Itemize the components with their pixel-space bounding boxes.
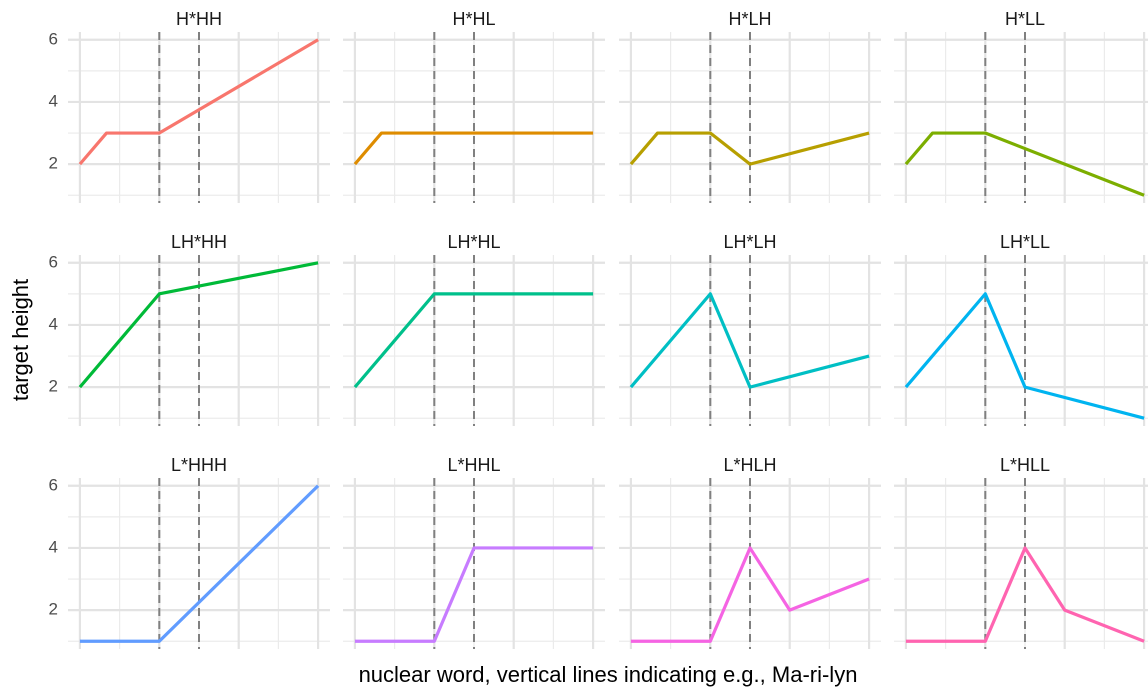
panel-title: H*LL: [1005, 9, 1045, 29]
y-tick-label: 4: [49, 91, 58, 110]
line: [353, 292, 594, 389]
y-tick-label: 2: [49, 154, 58, 173]
line: [629, 292, 870, 389]
y-tick-label: 6: [49, 252, 58, 271]
panel-title: H*LH: [728, 9, 771, 29]
line: [630, 546, 870, 643]
y-tick-label: 6: [49, 475, 58, 494]
line: [904, 292, 1145, 420]
line: [354, 546, 594, 643]
y-tick-label: 6: [49, 29, 58, 48]
panel-title: LH*HH: [171, 232, 227, 252]
x-axis-label: nuclear word, vertical lines indicating …: [359, 662, 858, 687]
line: [79, 484, 320, 643]
panel-title: LH*HL: [447, 232, 500, 252]
panel-title: H*HH: [176, 9, 222, 29]
line: [905, 546, 1145, 643]
panel-title: L*HLH: [723, 455, 776, 475]
panel-title: LH*LL: [1000, 232, 1050, 252]
panel-title: L*HHH: [171, 455, 227, 475]
line: [78, 38, 319, 166]
y-axis-label: target height: [8, 279, 33, 401]
y-tick-label: 2: [49, 377, 58, 396]
line: [353, 131, 594, 166]
panel-title: LH*LH: [723, 232, 776, 252]
y-tick-label: 4: [49, 537, 58, 556]
y-tick-label: 4: [49, 314, 58, 333]
line: [904, 131, 1145, 197]
y-tick-label: 2: [49, 600, 58, 619]
panel-title: L*HLL: [1000, 455, 1050, 475]
panel-title: H*HL: [452, 9, 495, 29]
line: [629, 131, 870, 166]
line: [78, 261, 319, 389]
panel-title: L*HHL: [447, 455, 500, 475]
